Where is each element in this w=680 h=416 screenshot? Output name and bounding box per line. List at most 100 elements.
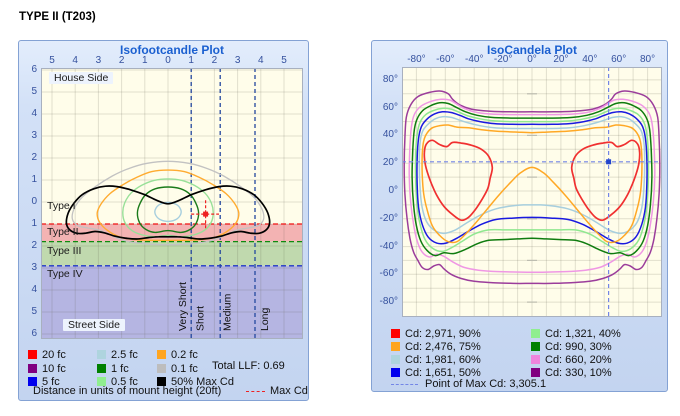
zone-label-type-i: Type I bbox=[47, 200, 76, 212]
legend-label: Cd: 2,476, 75% bbox=[405, 341, 481, 353]
page-title: TYPE II (T203) bbox=[19, 11, 96, 23]
x-tick-label: 2 bbox=[118, 55, 125, 66]
svg-text:Very Short: Very Short bbox=[177, 282, 189, 331]
x-tick-label: 4 bbox=[258, 55, 264, 66]
legend-item: Cd: 2,476, 75% bbox=[391, 341, 481, 353]
legend-item: 0.1 fc bbox=[157, 363, 198, 375]
legend-swatch bbox=[531, 342, 540, 351]
svg-text:Short: Short bbox=[195, 306, 207, 331]
legend-item: 20 fc bbox=[28, 349, 66, 361]
isofootcandle-contours: Very Short Short Medium Long bbox=[41, 68, 303, 339]
y-tick-label: 40° bbox=[382, 129, 398, 141]
y-tick-label: 3 bbox=[31, 130, 37, 141]
y-tick-label: 4 bbox=[31, 284, 37, 295]
legend-label: 0.5 fc bbox=[111, 376, 138, 388]
y-tick-label: 5 bbox=[31, 86, 37, 97]
x-tick-label: 60° bbox=[611, 54, 627, 65]
y-tick-label: -60° bbox=[379, 268, 398, 280]
legend-item: 50% Max Cd bbox=[157, 376, 234, 388]
isofootcandle-title: Isofootcandle Plot bbox=[119, 43, 224, 57]
legend-swatch bbox=[157, 377, 166, 386]
street-side-label: Street Side bbox=[63, 319, 125, 331]
isocandela-contours bbox=[402, 67, 662, 317]
legend-label: 10 fc bbox=[42, 362, 66, 375]
y-tick-label: 80° bbox=[382, 73, 398, 85]
legend-label: 0.1 fc bbox=[171, 362, 198, 375]
x-tick-label: -80° bbox=[407, 54, 426, 65]
legend-item: Cd: 660, 20% bbox=[531, 354, 612, 366]
legend-item: 1 fc bbox=[97, 363, 129, 375]
legend-item: Cd: 1,651, 50% bbox=[391, 367, 481, 379]
legend-item: Cd: 2,971, 90% bbox=[391, 328, 481, 340]
legend-swatch bbox=[391, 329, 400, 338]
x-tick-label: 80° bbox=[639, 54, 656, 65]
x-tick-label: 1 bbox=[188, 55, 194, 66]
legend-item: Cd: 330, 10% bbox=[531, 367, 612, 379]
isocandela-panel: IsoCandela Plot -80° -60° -40° -20° 0° 20° 40°… bbox=[371, 40, 668, 392]
legend-label: 50% Max Cd bbox=[171, 376, 234, 388]
legend-label: Cd: 1,651, 50% bbox=[405, 367, 481, 379]
isocandela-title: IsoCandela Plot bbox=[486, 43, 578, 57]
legend-item: Cd: 1,321, 40% bbox=[531, 328, 621, 340]
legend-label: Cd: 990, 30% bbox=[545, 341, 612, 353]
x-tick-label: 20° bbox=[553, 54, 569, 65]
max-cd-dash-sample bbox=[246, 391, 265, 392]
legend-label: Cd: 1,321, 40% bbox=[545, 328, 621, 340]
legend-item: 2.5 fc bbox=[97, 349, 138, 361]
y-tick-label: 6 bbox=[31, 64, 37, 75]
legend-swatch bbox=[531, 355, 540, 364]
legend-label: 2.5 fc bbox=[111, 349, 138, 361]
y-tick-label: 20° bbox=[382, 157, 398, 169]
x-tick-label: -20° bbox=[493, 54, 513, 65]
legend-swatch bbox=[28, 350, 37, 359]
legend-swatch bbox=[28, 363, 37, 373]
legend-item: 10 fc bbox=[28, 363, 66, 375]
x-tick-label: 40° bbox=[582, 54, 598, 65]
y-tick-label: 2 bbox=[31, 152, 37, 163]
x-tick-label: 3 bbox=[95, 55, 102, 66]
legend-swatch bbox=[157, 350, 166, 359]
x-tick-label: -40° bbox=[464, 54, 484, 65]
zone-label-type-ii: Type II bbox=[47, 226, 79, 238]
legend-item: Cd: 990, 30% bbox=[531, 341, 612, 353]
y-tick-label: 6 bbox=[31, 328, 37, 339]
isofootcandle-panel: Isofootcandle Plot 5 4 3 2 1 0 1 2 3 4 5 6 5 4 3 2 1 0 1 2… bbox=[18, 40, 309, 401]
point-of-max-cd-label: Point of Max Cd: 3,305.1 bbox=[425, 378, 547, 390]
x-tick-label: 3 bbox=[234, 55, 241, 66]
legend-swatch bbox=[28, 377, 37, 386]
legend-item: 5 fc bbox=[28, 376, 60, 388]
legend-label: 0.2 fc bbox=[171, 349, 198, 361]
point-of-max-cd-dash-sample bbox=[391, 384, 418, 385]
total-llf: Total LLF: 0.69 bbox=[212, 360, 285, 372]
x-tick-label: 0 bbox=[165, 55, 171, 66]
legend-swatch bbox=[97, 350, 106, 359]
legend-label: 1 fc bbox=[111, 362, 129, 375]
distance-footnote: Distance in units of mount height (20ft) bbox=[33, 385, 222, 397]
y-tick-label: 60° bbox=[382, 101, 398, 113]
legend-item: 0.5 fc bbox=[97, 376, 138, 388]
x-tick-label: -60° bbox=[436, 54, 455, 65]
legend-label: Cd: 2,971, 90% bbox=[405, 328, 481, 340]
y-tick-label: 0 bbox=[31, 196, 37, 207]
y-tick-label: -40° bbox=[379, 240, 398, 252]
legend-swatch bbox=[97, 363, 106, 373]
y-tick-label: -80° bbox=[379, 296, 398, 308]
x-tick-label: 0° bbox=[527, 54, 537, 65]
house-side-label: House Side bbox=[49, 72, 114, 84]
y-tick-label: 0° bbox=[388, 185, 398, 196]
legend-swatch bbox=[157, 363, 166, 373]
x-tick-label: 1 bbox=[142, 55, 148, 66]
legend-swatch bbox=[391, 342, 400, 351]
isocandela-plot bbox=[402, 67, 662, 317]
legend-swatch bbox=[97, 377, 106, 386]
x-tick-label: 5 bbox=[49, 55, 55, 66]
legend-swatch bbox=[531, 329, 540, 338]
legend-label: Cd: 1,981, 60% bbox=[405, 354, 481, 366]
max-cd-label: Max Cd bbox=[270, 385, 308, 397]
y-tick-label: 1 bbox=[31, 174, 37, 185]
legend-item: 0.2 fc bbox=[157, 349, 198, 361]
x-tick-label: 2 bbox=[211, 55, 218, 66]
legend-label: 20 fc bbox=[42, 349, 66, 361]
zone-label-type-iii: Type III bbox=[47, 245, 82, 257]
